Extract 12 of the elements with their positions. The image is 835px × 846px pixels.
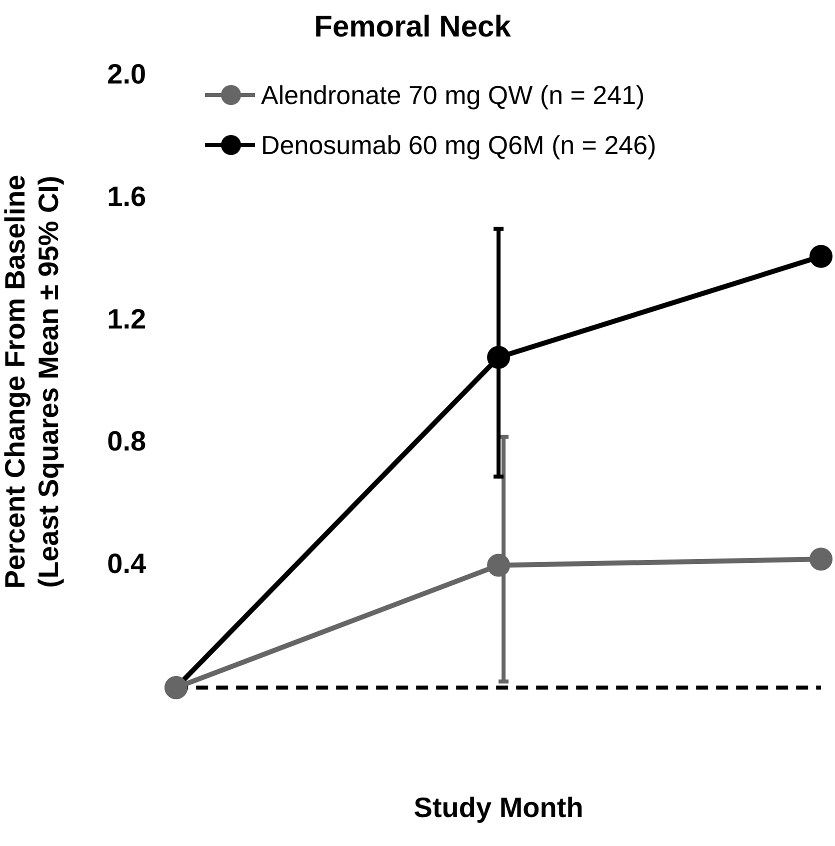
y-tick-label: 1.2 [107, 303, 146, 334]
y-tick-label: 0.4 [107, 548, 147, 579]
legend-label: Alendronate 70 mg QW (n = 241) [261, 80, 645, 110]
legend-label: Denosumab 60 mg Q6M (n = 246) [261, 130, 656, 160]
point [810, 548, 832, 571]
y-tick-label: 1.6 [107, 181, 146, 212]
y-tick-label: 2.0 [107, 58, 146, 90]
x-axis-title: Study Month [414, 792, 584, 823]
chart-title: Femoral Neck [314, 10, 512, 44]
y-tick-label: 0.8 [107, 426, 146, 457]
y-axis-title: Percent Change From Baseline (Least Squares Mean ± 95% CI) [0, 174, 64, 589]
point [810, 244, 832, 268]
